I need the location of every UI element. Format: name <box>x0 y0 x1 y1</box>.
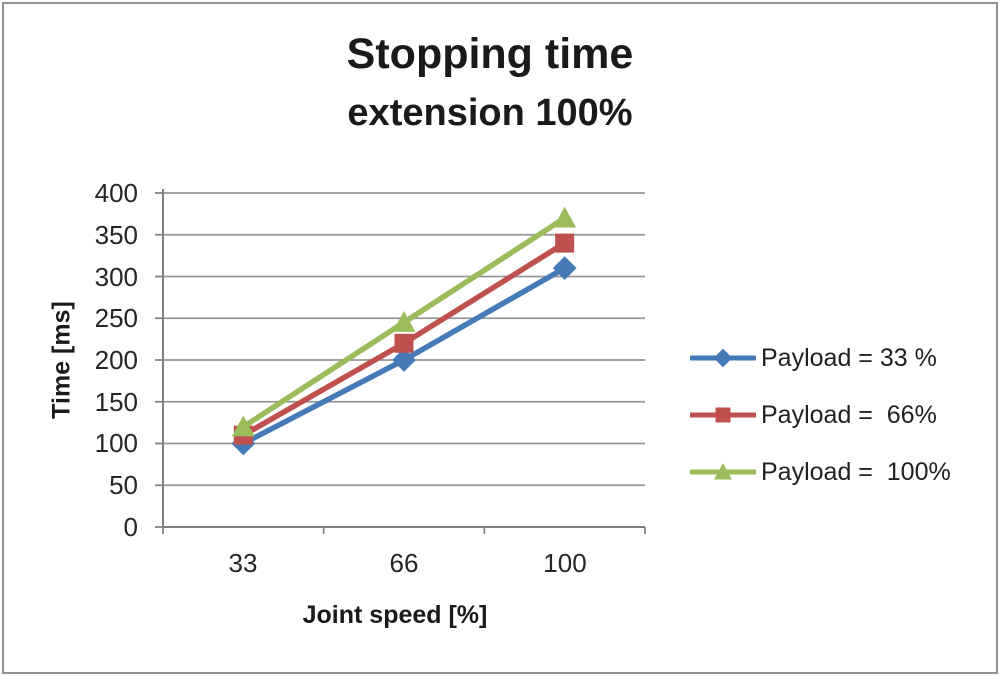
legend-item-payload-33: Payload = 33 % <box>690 343 937 372</box>
x-tick-label-33: 33 <box>228 548 258 578</box>
y-tick-label-100: 100 <box>94 428 138 458</box>
y-tick-label-250: 250 <box>94 303 138 333</box>
y-tick-label-0: 0 <box>123 512 138 542</box>
x-tick-label-100: 100 <box>543 548 587 578</box>
y-tick-label-300: 300 <box>94 262 138 292</box>
y-tick-label-400: 400 <box>94 178 138 208</box>
legend-marker-triangle-icon <box>690 463 756 480</box>
legend-item-payload-100: Payload = 100% <box>690 457 951 486</box>
y-tick-label-50: 50 <box>109 470 138 500</box>
chart-title: Stopping time <box>346 30 634 78</box>
legend-marker-diamond-icon <box>690 348 756 368</box>
x-axis-title: Joint speed [%] <box>302 601 488 629</box>
legend-label-payload-33: Payload = 33 % <box>761 343 937 372</box>
y-tick-label-200: 200 <box>94 345 138 375</box>
chart-subtitle: extension 100% <box>347 92 633 134</box>
legend-label-payload-66: Payload = 66% <box>761 400 937 429</box>
y-tick-label-150: 150 <box>94 387 138 417</box>
x-tick-label-66: 66 <box>389 548 419 578</box>
legend-item-payload-66: Payload = 66% <box>690 400 937 429</box>
legend-marker-square-icon <box>690 407 756 423</box>
y-tick-label-350: 350 <box>94 220 138 250</box>
legend-label-payload-100: Payload = 100% <box>761 457 951 486</box>
